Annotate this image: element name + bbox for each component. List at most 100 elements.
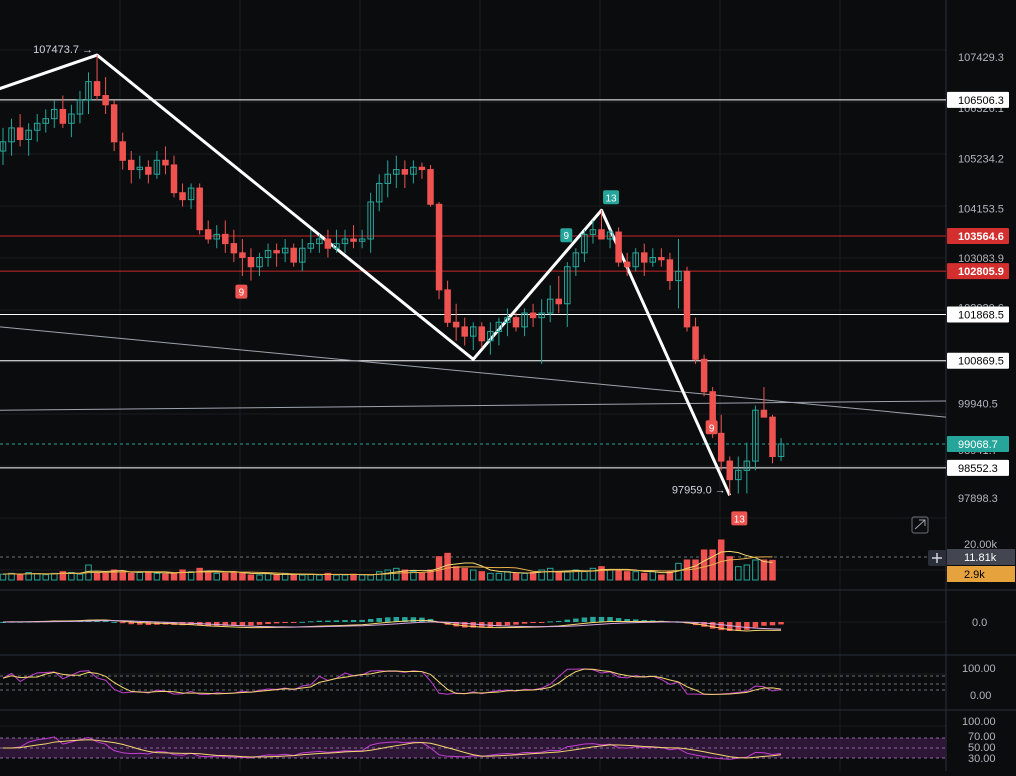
- volume-badge-ma-label: 2.9k: [964, 569, 985, 581]
- candle-body: [777, 443, 785, 457]
- macd-bar: [453, 622, 459, 627]
- macd-bar: [590, 616, 596, 622]
- volume-bar: [470, 569, 477, 581]
- volume-bar: [324, 572, 332, 581]
- candle-body: [495, 321, 503, 333]
- volume-bar: [93, 572, 101, 581]
- macd-bar: [393, 616, 400, 622]
- candle-body: [641, 252, 648, 263]
- candle-body: [264, 250, 272, 258]
- macd-bar: [333, 620, 340, 622]
- add-indicator-icon[interactable]: [928, 550, 946, 566]
- expand-icon[interactable]: [911, 516, 929, 534]
- macd-bar: [119, 622, 126, 624]
- macd-bar: [564, 619, 571, 622]
- macd-bar: [547, 621, 553, 623]
- stochastic-panel: [0, 668, 946, 695]
- rsi-tick-label: 50.00: [968, 742, 996, 754]
- macd-bar: [581, 617, 588, 622]
- macd-bar: [624, 619, 630, 622]
- candle-body: [632, 252, 639, 268]
- volume-bar: [495, 572, 503, 581]
- candle-body: [196, 187, 203, 231]
- rsi-tick-label: 30.00: [968, 753, 996, 765]
- volume-bar: [487, 572, 494, 581]
- macd-bar: [496, 622, 502, 627]
- candle-body: [341, 238, 349, 245]
- level-badge: [947, 91, 1009, 108]
- macd-bar: [598, 616, 605, 622]
- volume-bar: [384, 569, 391, 581]
- level-badge: [947, 306, 1009, 323]
- volume-panel: [0, 539, 946, 581]
- level-badge-label: 102805.9: [958, 266, 1004, 278]
- candle-body: [726, 460, 733, 481]
- rsi-panel: [0, 736, 946, 760]
- level-badge: [947, 263, 1009, 280]
- level-badge: [947, 227, 1009, 244]
- volume-bar: [546, 567, 554, 581]
- candle-body: [504, 317, 511, 323]
- candle-body: [375, 182, 383, 203]
- macd-bar: [145, 622, 152, 626]
- candle-body: [444, 289, 451, 323]
- volume-bar: [290, 574, 297, 581]
- volume-bar: [735, 566, 742, 581]
- stoch-tick-label: 0.00: [970, 690, 991, 702]
- macd-bar: [359, 619, 365, 622]
- candle-body: [717, 432, 725, 462]
- candle-body: [102, 95, 109, 106]
- macd-bar: [342, 620, 348, 622]
- macd-bar: [239, 622, 246, 626]
- volume-badge-ma: [947, 566, 1015, 582]
- macd-bar: [778, 622, 784, 625]
- candle-body: [683, 270, 691, 328]
- volume-bar: [410, 571, 417, 581]
- macd-bar: [461, 622, 468, 628]
- level-badge-label: 100869.5: [958, 356, 1004, 368]
- candle-body: [529, 312, 537, 319]
- candle-body: [649, 256, 657, 263]
- td-marker: [560, 228, 573, 243]
- macd-bar: [214, 622, 220, 626]
- candle-body: [555, 298, 562, 305]
- macd-bar: [487, 622, 494, 628]
- candle-body: [8, 127, 15, 143]
- candle-body: [187, 187, 195, 201]
- volume-bar: [641, 572, 648, 581]
- candle-body: [230, 243, 238, 254]
- candle-body: [572, 252, 580, 268]
- candle-body: [435, 203, 443, 291]
- candle-body: [692, 326, 699, 360]
- candle-body: [179, 192, 186, 201]
- candle-body: [675, 270, 682, 282]
- candle-body: [367, 201, 374, 240]
- candle-body: [204, 229, 212, 240]
- volume-bar: [256, 574, 263, 581]
- rsi-tick-label: 70.00: [968, 731, 996, 743]
- volume-bar: [179, 569, 186, 581]
- price-axis[interactable]: 107429.3106326.1105234.2104153.5103083.9…: [947, 52, 1015, 765]
- trend-drawings[interactable]: [0, 53, 947, 497]
- volume-bar: [170, 572, 178, 581]
- candle-body: [564, 266, 571, 305]
- volume-bar: [632, 571, 639, 581]
- volume-bar: [615, 569, 622, 581]
- volume-bar: [658, 574, 665, 581]
- candle-body: [290, 247, 297, 263]
- volume-bar: [273, 574, 280, 581]
- volume-bar: [538, 569, 545, 581]
- candle-body: [384, 173, 391, 184]
- rsi-ma-line: [3, 739, 782, 759]
- td-marker: [235, 284, 248, 299]
- level-badge: [947, 436, 1009, 453]
- volume-bar: [623, 571, 631, 581]
- volume-bar: [162, 573, 169, 581]
- volume-bar: [393, 567, 400, 581]
- candle-body: [145, 166, 152, 175]
- chart-tools[interactable]: [911, 516, 946, 566]
- volume-bar: [589, 567, 597, 581]
